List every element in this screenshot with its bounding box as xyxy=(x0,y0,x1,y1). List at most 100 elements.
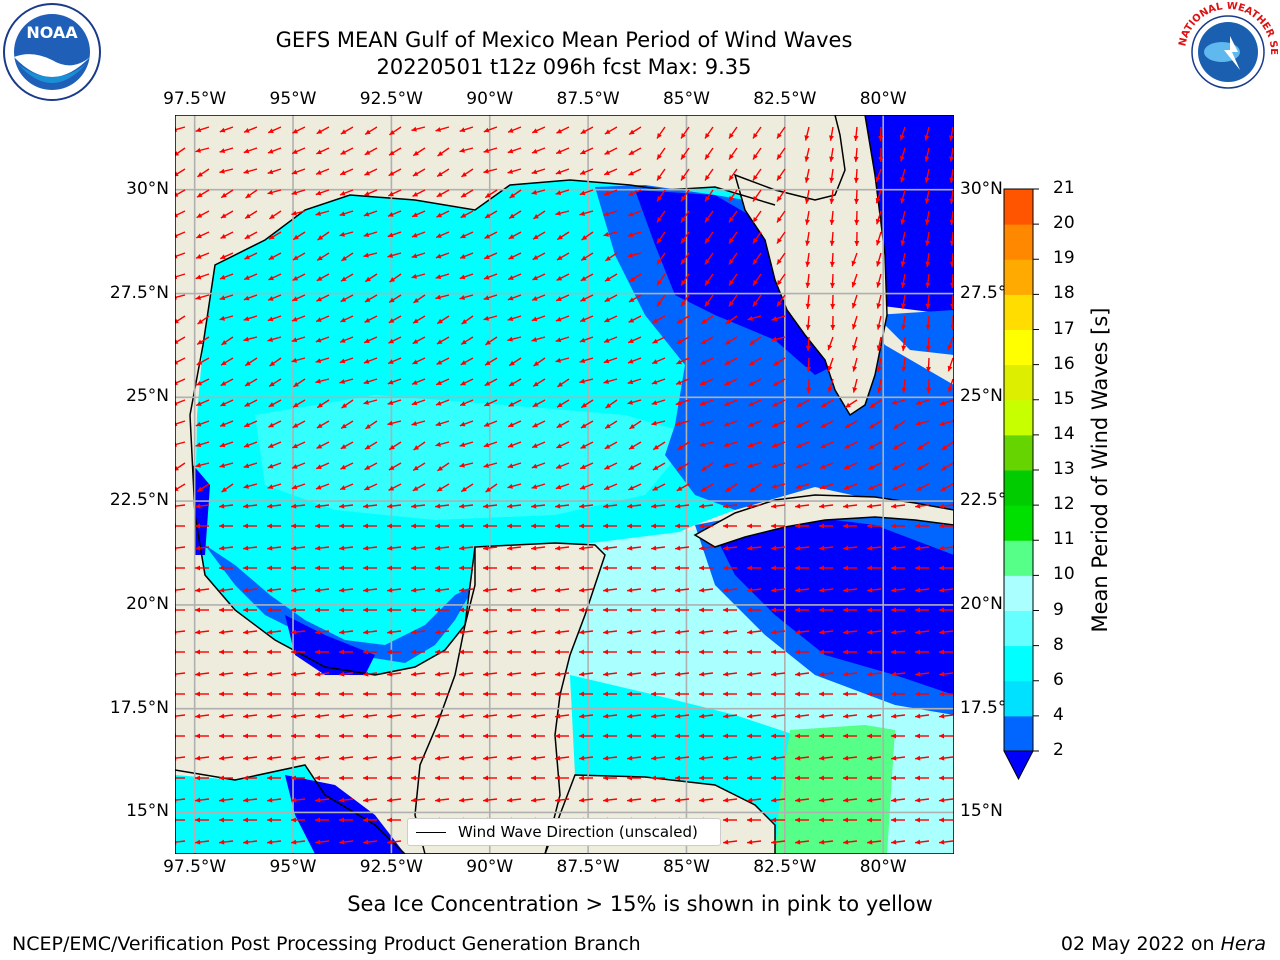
wind-arrow xyxy=(556,441,570,449)
wind-arrow xyxy=(675,691,689,697)
wind-arrow xyxy=(869,399,882,409)
wind-arrow xyxy=(652,336,666,344)
wind-arrow xyxy=(387,607,401,613)
wind-arrow xyxy=(752,189,762,202)
wind-arrow xyxy=(364,294,378,303)
wind-arrow xyxy=(268,420,282,428)
wind-arrow xyxy=(412,168,426,177)
wind-arrow xyxy=(412,147,426,157)
wind-arrow xyxy=(628,483,642,491)
wind-arrow xyxy=(680,231,690,244)
wind-arrow xyxy=(699,523,713,529)
wind-arrow xyxy=(197,168,210,178)
wind-arrow xyxy=(339,733,353,739)
wind-arrow xyxy=(291,147,306,155)
wind-arrow xyxy=(819,629,834,635)
wind-arrow xyxy=(339,231,354,237)
wind-arrow xyxy=(915,671,930,677)
wind-arrow xyxy=(316,126,330,135)
wind-arrow xyxy=(892,441,906,450)
wind-arrow xyxy=(900,273,906,288)
wind-arrow xyxy=(680,126,690,139)
cuba xyxy=(693,494,954,548)
wind-arrow xyxy=(924,210,930,225)
wind-arrow xyxy=(728,147,738,160)
wind-arrow xyxy=(771,420,786,428)
wind-arrow xyxy=(507,775,521,781)
wind-arrow xyxy=(651,671,666,677)
wind-arrow xyxy=(795,839,810,845)
wind-arrow xyxy=(875,231,882,246)
wind-arrow xyxy=(315,817,329,823)
wind-arrow xyxy=(579,210,594,216)
wind-arrow xyxy=(243,587,258,593)
wind-arrow xyxy=(891,691,905,697)
wind-arrow xyxy=(243,420,258,428)
wind-arrow xyxy=(843,545,858,551)
wind-arrow xyxy=(771,775,785,781)
wind-arrow xyxy=(844,441,858,449)
wind-arrow xyxy=(772,378,786,387)
colorbar-tick-label: 16 xyxy=(1053,353,1075,374)
wind-arrow xyxy=(555,775,569,781)
wind-arrow xyxy=(243,294,258,301)
wind-arrow xyxy=(195,755,210,761)
wind-arrow xyxy=(243,565,257,571)
wind-arrow xyxy=(950,315,954,331)
wind-arrow xyxy=(459,126,474,133)
wind-arrow xyxy=(435,231,450,239)
wind-arrow xyxy=(603,775,617,781)
wind-arrow xyxy=(387,420,402,426)
wind-arrow xyxy=(507,629,522,635)
wind-arrow xyxy=(531,168,546,175)
wind-arrow xyxy=(915,503,930,509)
gridlines xyxy=(175,115,954,854)
wind-arrow xyxy=(771,671,786,677)
wind-arrow xyxy=(532,378,546,388)
wind-arrow xyxy=(939,755,954,761)
wind-arrow xyxy=(949,189,954,204)
wind-arrow xyxy=(340,462,354,470)
wind-arrow xyxy=(219,503,234,509)
wind-arrow xyxy=(243,671,258,677)
wind-arrow xyxy=(924,168,930,183)
wind-arrow xyxy=(555,336,570,343)
wind-arrow xyxy=(411,420,426,426)
wind-arrow xyxy=(579,523,593,529)
wind-arrow xyxy=(819,607,833,613)
wind-arrow xyxy=(531,733,545,739)
wind-arrow xyxy=(603,671,618,677)
wind-arrow xyxy=(627,775,641,781)
wind-arrow xyxy=(243,503,258,509)
wind-arrow xyxy=(315,357,330,364)
wind-arrow xyxy=(483,797,498,803)
wind-arrow xyxy=(508,252,522,260)
wind-arrow xyxy=(483,629,498,635)
wind-arrow xyxy=(195,420,210,427)
wind-arrow xyxy=(603,629,618,635)
wind-arrow xyxy=(628,315,642,323)
wind-arrow xyxy=(627,523,641,529)
wind-arrow xyxy=(196,189,210,198)
wind-arrow xyxy=(291,503,306,509)
wind-arrow xyxy=(483,733,497,739)
wind-arrow xyxy=(950,273,954,289)
wind-arrow xyxy=(579,189,594,196)
wind-arrow xyxy=(363,523,377,529)
wind-arrow xyxy=(219,273,234,280)
wind-arrow xyxy=(387,503,402,509)
wind-arrow xyxy=(460,483,474,493)
wind-arrow xyxy=(483,565,497,571)
wind-arrow xyxy=(771,545,786,551)
wind-arrow xyxy=(267,462,282,469)
wind-arrow xyxy=(728,252,738,265)
wind-arrow xyxy=(827,357,834,372)
wind-arrow xyxy=(651,775,665,781)
wind-arrow xyxy=(363,775,377,781)
wind-arrow xyxy=(220,399,234,407)
wind-arrow xyxy=(555,565,569,571)
colorbar-segment xyxy=(1004,434,1033,471)
wind-arrow xyxy=(291,189,306,196)
wind-arrow xyxy=(941,441,954,451)
wind-arrow xyxy=(436,189,450,198)
